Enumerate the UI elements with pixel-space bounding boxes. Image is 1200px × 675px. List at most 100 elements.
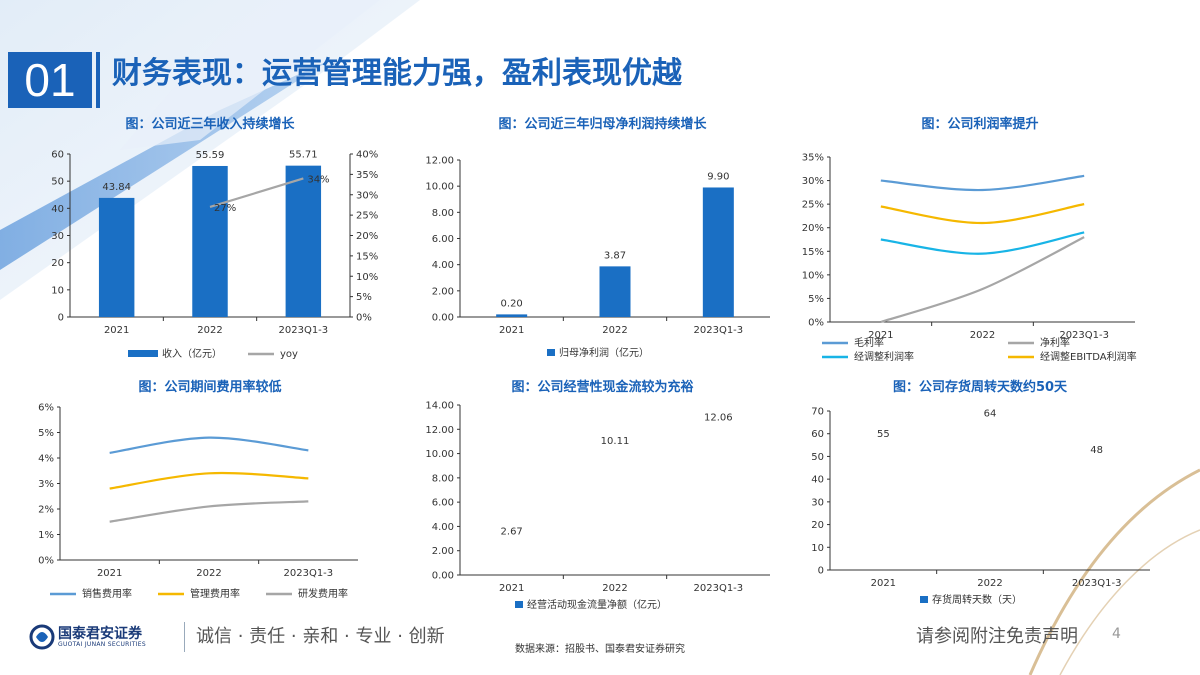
x-tick-label: 2023Q1-3 bbox=[694, 325, 744, 336]
y-tick-label: 35% bbox=[802, 153, 824, 164]
company-logo-icon bbox=[29, 624, 55, 650]
legend-label: 经营活动现金流量净额（亿元） bbox=[527, 598, 667, 611]
y-tick-label: 0% bbox=[808, 318, 824, 329]
data-label: 64 bbox=[984, 409, 997, 420]
chart-inventory-days: 图：公司存货周转天数约50天 0 10 20 30 40 50 60 70 2021 2022 202… bbox=[790, 375, 1170, 615]
legend-label: 毛利率 bbox=[854, 336, 884, 349]
y-tick-label: 5% bbox=[808, 294, 824, 305]
legend-swatch bbox=[515, 601, 523, 608]
series-line bbox=[109, 500, 309, 523]
chart-title: 图：公司经营性现金流较为充裕 bbox=[511, 379, 693, 395]
chart-profit-margin: 图：公司利润率提升 0% 5% 10% 15% 20% 25% 30% 35% 2021 2022 2… bbox=[790, 112, 1170, 367]
series-line bbox=[209, 177, 304, 209]
y-tick-label: 8.00 bbox=[432, 473, 454, 484]
y-tick-label: 30 bbox=[51, 231, 64, 242]
bar bbox=[599, 266, 631, 317]
y-tick-label: 30% bbox=[802, 176, 824, 187]
series-line bbox=[880, 174, 1085, 192]
y-tick-label: 0.00 bbox=[432, 313, 454, 324]
x-tick-label: 2023Q1-3 bbox=[284, 568, 334, 579]
y-tick-label: 60 bbox=[811, 429, 824, 440]
x-tick-label: 2022 bbox=[196, 568, 221, 579]
y-tick-label: 60 bbox=[51, 150, 64, 161]
section-divider bbox=[96, 52, 100, 108]
y-tick-label: 10.00 bbox=[425, 449, 454, 460]
y-tick-label: 14.00 bbox=[425, 401, 454, 412]
legend-swatch bbox=[547, 349, 555, 356]
chart-svg: 图：公司存货周转天数约50天 0 10 20 30 40 50 60 70 2021 2022 202… bbox=[811, 379, 1150, 606]
chart-title: 图：公司近三年收入持续增长 bbox=[125, 116, 295, 132]
chart-svg: 图：公司利润率提升 0% 5% 10% 15% 20% 25% 30% 35% 2021 2022 2… bbox=[802, 116, 1137, 363]
x-tick-label: 2022 bbox=[197, 325, 222, 336]
legend-label: 归母净利润（亿元） bbox=[559, 346, 649, 359]
x-tick-label: 2023Q1-3 bbox=[279, 325, 329, 336]
y-tick-label: 10% bbox=[802, 270, 824, 281]
x-tick-label: 2022 bbox=[970, 330, 995, 341]
x-tick-label: 2023Q1-3 bbox=[694, 583, 744, 594]
company-slogan: 诚信 · 责任 · 亲和 · 专业 · 创新 bbox=[196, 626, 445, 647]
data-source: 数据来源：招股书、国泰君安证券研究 bbox=[515, 644, 685, 655]
legend-label: 管理费用率 bbox=[190, 587, 240, 600]
legend-label: 收入（亿元） bbox=[162, 347, 222, 360]
y-tick-label: 20 bbox=[811, 520, 824, 531]
x-tick-label: 2022 bbox=[602, 325, 627, 336]
page-number: 4 bbox=[1112, 626, 1121, 642]
legend-swatch bbox=[920, 596, 928, 603]
legend-label: 研发费用率 bbox=[298, 587, 348, 600]
y-tick-label: 1% bbox=[38, 530, 54, 541]
chart-title: 图：公司期间费用率较低 bbox=[138, 379, 281, 395]
x-tick-label: 2022 bbox=[602, 583, 627, 594]
y-tick-label: 0% bbox=[38, 556, 54, 567]
y-tick-label: 40 bbox=[811, 475, 824, 486]
y-tick-label: 5% bbox=[38, 428, 54, 439]
y-tick-label: 0.00 bbox=[432, 571, 454, 582]
y-tick-label: 6.00 bbox=[432, 234, 454, 245]
x-tick-label: 2021 bbox=[499, 325, 524, 336]
data-label: 10.11 bbox=[601, 436, 630, 447]
x-tick-label: 2021 bbox=[499, 583, 524, 594]
y-tick-label: 20% bbox=[802, 223, 824, 234]
bar bbox=[702, 187, 734, 317]
x-tick-label: 2021 bbox=[97, 568, 122, 579]
y-tick-label: 6.00 bbox=[432, 498, 454, 509]
y2-tick-label: 5% bbox=[356, 292, 372, 303]
chart-revenue: 图：公司近三年收入持续增长 0 10 20 30 40 50 60 0% 5% 10% 15% 20% 2… bbox=[30, 112, 390, 362]
data-label: 34% bbox=[307, 174, 329, 185]
y-tick-label: 4.00 bbox=[432, 260, 454, 271]
y-tick-label: 50 bbox=[811, 452, 824, 463]
y-tick-label: 4.00 bbox=[432, 522, 454, 533]
series-line bbox=[880, 236, 1085, 324]
data-label: 48 bbox=[1090, 445, 1103, 456]
x-tick-label: 2023Q1-3 bbox=[1072, 578, 1122, 589]
y-tick-label: 70 bbox=[811, 407, 824, 418]
y2-tick-label: 40% bbox=[356, 150, 378, 161]
chart-svg: 图：公司近三年收入持续增长 0 10 20 30 40 50 60 0% 5% 10% 15% 20% 2… bbox=[51, 116, 378, 360]
legend-label: yoy bbox=[280, 349, 298, 360]
series-line bbox=[880, 231, 1085, 255]
legend-label: 净利率 bbox=[1040, 336, 1070, 349]
series-line bbox=[109, 471, 309, 490]
data-label: 12.06 bbox=[704, 413, 733, 424]
legend-swatch bbox=[128, 350, 158, 357]
y-tick-label: 0 bbox=[58, 313, 64, 324]
chart-net-profit: 图：公司近三年归母净利润持续增长 0.00 2.00 4.00 6.00 8.00 10.0… bbox=[415, 112, 790, 362]
x-tick-label: 2022 bbox=[977, 578, 1002, 589]
y-tick-label: 50 bbox=[51, 177, 64, 188]
legend-label: 存货周转天数（天） bbox=[932, 593, 1022, 606]
x-tick-label: 2021 bbox=[871, 578, 896, 589]
data-label: 3.87 bbox=[604, 250, 626, 261]
y-tick-label: 12.00 bbox=[425, 425, 454, 436]
data-label: 27% bbox=[214, 203, 236, 214]
data-label: 0.20 bbox=[501, 298, 523, 309]
x-tick-label: 2021 bbox=[868, 330, 893, 341]
bar bbox=[98, 197, 135, 317]
y-tick-label: 2% bbox=[38, 505, 54, 516]
chart-svg: 图：公司期间费用率较低 0% 1% 2% 3% 4% 5% 6% 2021 2022 2023Q1-… bbox=[38, 379, 358, 600]
y-tick-label: 2.00 bbox=[432, 546, 454, 557]
company-name: 国泰君安证券 bbox=[58, 626, 142, 642]
y2-tick-label: 25% bbox=[356, 211, 378, 222]
chart-svg: 图：公司经营性现金流较为充裕 0.00 2.00 4.00 6.00 8.00 10.00 1… bbox=[425, 379, 770, 611]
y-tick-label: 10 bbox=[811, 543, 824, 554]
y-tick-label: 30 bbox=[811, 497, 824, 508]
bar bbox=[496, 314, 528, 317]
